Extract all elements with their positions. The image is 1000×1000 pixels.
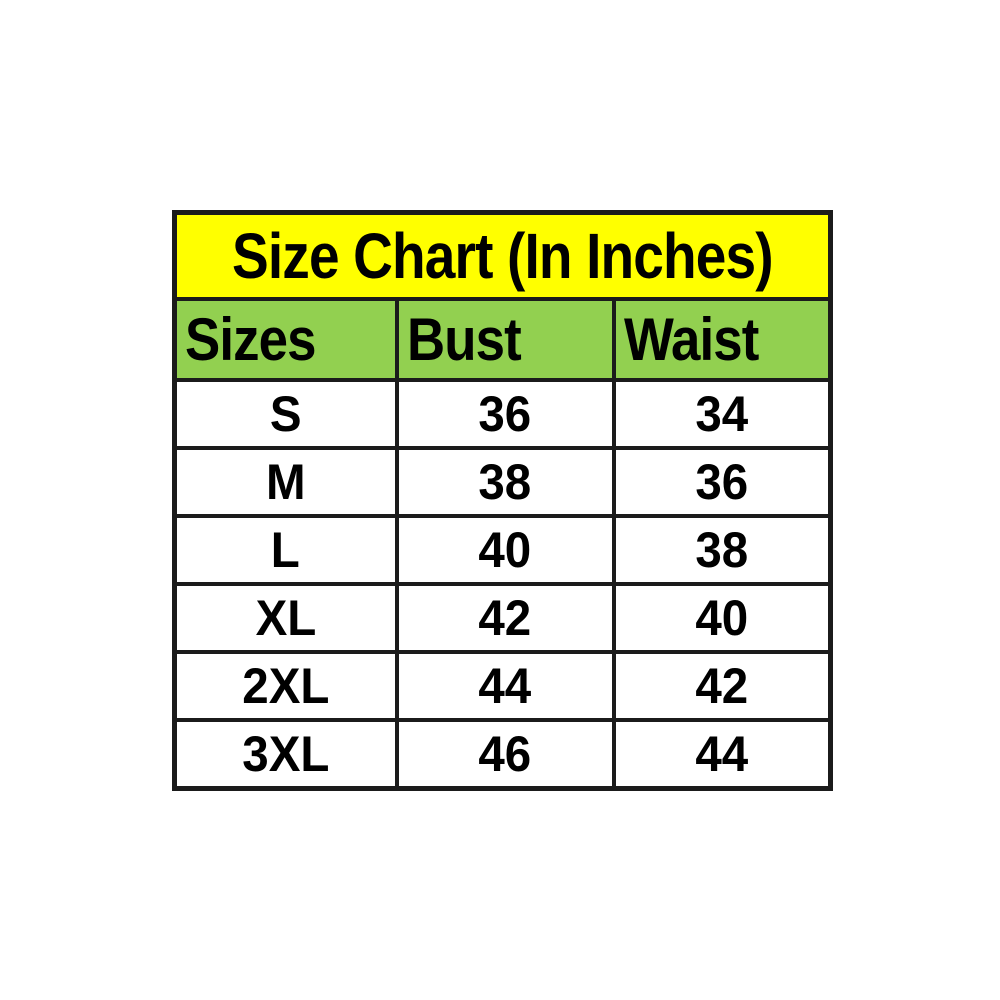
size-cell: 2XL <box>172 650 399 722</box>
bust-cell: 46 <box>394 718 616 791</box>
waist-value: 36 <box>695 454 749 510</box>
table-title-row: Size Chart (In Inches) <box>172 210 833 301</box>
size-cell: 3XL <box>172 718 399 791</box>
column-header-sizes-label: Sizes <box>185 306 317 373</box>
size-value: M <box>265 454 306 510</box>
column-header-sizes: Sizes <box>172 297 399 382</box>
size-value: 3XL <box>242 726 330 782</box>
waist-value: 34 <box>695 386 749 442</box>
column-header-waist: Waist <box>611 297 833 382</box>
size-value: 2XL <box>242 658 330 714</box>
size-cell: M <box>172 446 399 518</box>
bust-value: 38 <box>478 454 532 510</box>
size-value: S <box>269 386 302 442</box>
table-header-row: Sizes Bust Waist <box>172 297 833 382</box>
waist-cell: 44 <box>611 718 833 791</box>
table-title-cell: Size Chart (In Inches) <box>172 210 833 301</box>
bust-value: 46 <box>478 726 532 782</box>
waist-value: 40 <box>695 590 749 646</box>
table-row: L 40 38 <box>172 514 833 586</box>
table-row: 3XL 46 44 <box>172 718 833 791</box>
bust-value: 42 <box>478 590 532 646</box>
waist-value: 38 <box>695 522 749 578</box>
bust-cell: 42 <box>394 582 616 654</box>
column-header-bust-label: Bust <box>406 306 522 373</box>
size-cell: XL <box>172 582 399 654</box>
waist-cell: 42 <box>611 650 833 722</box>
waist-cell: 40 <box>611 582 833 654</box>
waist-cell: 38 <box>611 514 833 586</box>
waist-cell: 36 <box>611 446 833 518</box>
bust-value: 36 <box>478 386 532 442</box>
table-row: 2XL 44 42 <box>172 650 833 722</box>
bust-cell: 36 <box>394 378 616 450</box>
size-cell: L <box>172 514 399 586</box>
table-row: S 36 34 <box>172 378 833 450</box>
waist-value: 44 <box>695 726 749 782</box>
bust-cell: 40 <box>394 514 616 586</box>
size-value: L <box>271 522 301 578</box>
column-header-waist-label: Waist <box>623 306 759 373</box>
bust-cell: 44 <box>394 650 616 722</box>
size-chart-table: Size Chart (In Inches) Sizes Bust Waist … <box>172 210 834 791</box>
table-row: M 38 36 <box>172 446 833 518</box>
bust-value: 40 <box>478 522 532 578</box>
column-header-bust: Bust <box>394 297 616 382</box>
table-row: XL 42 40 <box>172 582 833 654</box>
bust-value: 44 <box>478 658 532 714</box>
table-title: Size Chart (In Inches) <box>232 220 774 292</box>
waist-cell: 34 <box>611 378 833 450</box>
size-cell: S <box>172 378 399 450</box>
bust-cell: 38 <box>394 446 616 518</box>
waist-value: 42 <box>695 658 749 714</box>
size-value: XL <box>255 590 317 646</box>
